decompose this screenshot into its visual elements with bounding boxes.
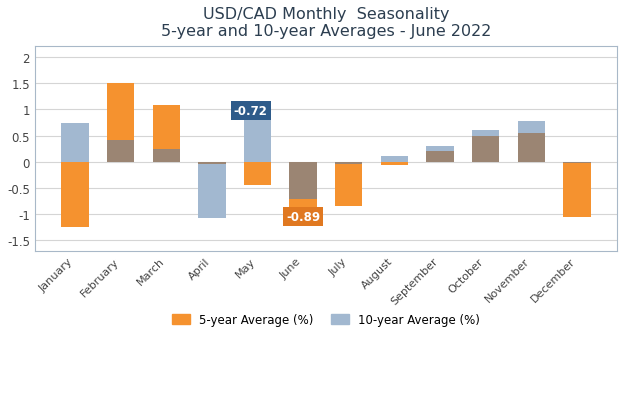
Bar: [426, 147, 454, 162]
Bar: [563, 162, 590, 217]
Bar: [472, 131, 499, 162]
Bar: [152, 106, 180, 162]
Bar: [472, 136, 499, 162]
Bar: [61, 124, 89, 162]
Bar: [290, 162, 317, 209]
Bar: [152, 149, 180, 162]
Bar: [198, 162, 225, 165]
Bar: [381, 157, 408, 162]
Bar: [290, 162, 317, 200]
Text: -0.89: -0.89: [286, 211, 320, 224]
Bar: [563, 162, 590, 163]
Bar: [198, 162, 225, 219]
Bar: [381, 162, 408, 166]
Title: USD/CAD Monthly  Seasonality
5-year and 10-year Averages - June 2022: USD/CAD Monthly Seasonality 5-year and 1…: [161, 7, 491, 39]
Bar: [61, 162, 89, 228]
Bar: [335, 162, 363, 165]
Bar: [107, 84, 134, 162]
Bar: [426, 152, 454, 162]
Bar: [517, 121, 545, 162]
Legend: 5-year Average (%), 10-year Average (%): 5-year Average (%), 10-year Average (%): [167, 308, 485, 331]
Bar: [335, 162, 363, 165]
Bar: [107, 140, 134, 162]
Bar: [290, 162, 317, 200]
Bar: [426, 152, 454, 162]
Bar: [198, 162, 225, 165]
Bar: [335, 162, 363, 207]
Bar: [244, 102, 271, 162]
Bar: [107, 140, 134, 162]
Bar: [517, 134, 545, 162]
Bar: [517, 134, 545, 162]
Bar: [563, 162, 590, 163]
Bar: [244, 162, 271, 186]
Text: -0.72: -0.72: [234, 104, 268, 117]
Bar: [472, 136, 499, 162]
Bar: [152, 149, 180, 162]
